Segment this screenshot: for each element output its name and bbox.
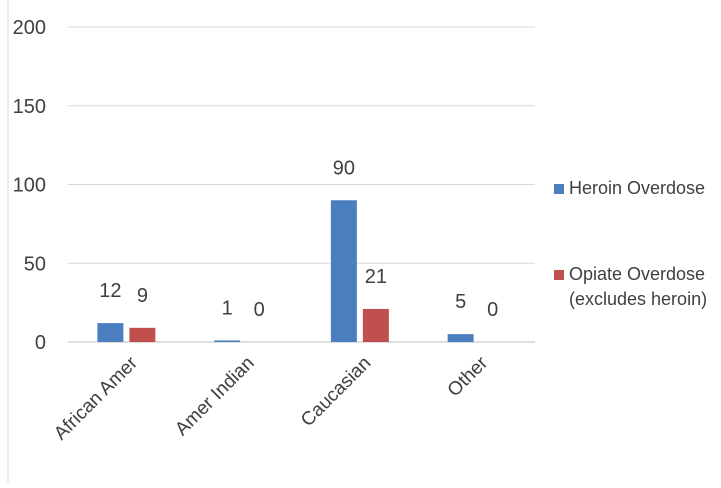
x-tick-label: Amer Indian	[171, 353, 258, 440]
data-label: 5	[455, 291, 466, 313]
legend-label: Heroin Overdose	[569, 178, 705, 198]
legend: Heroin Overdose Opiate Overdose (excludes …	[554, 178, 707, 309]
legend-item: Opiate Overdose (excludes heroin)	[554, 264, 707, 309]
data-label: 1	[222, 297, 233, 319]
x-axis: African Amer Amer Indian Caucasian Other	[50, 352, 492, 444]
y-tick-label: 150	[13, 96, 46, 118]
bar-heroin-caucasian	[330, 200, 357, 342]
data-label: 9	[137, 285, 148, 307]
y-tick-label: 200	[13, 17, 46, 39]
y-tick-label: 100	[13, 175, 46, 197]
data-label: 21	[365, 266, 387, 288]
bar-opiate-african-amer	[129, 327, 156, 342]
legend-item: Heroin Overdose	[554, 178, 705, 198]
data-label: 90	[333, 157, 355, 179]
y-axis: 0 50 100 150 200	[13, 17, 46, 354]
bar-opiate-caucasian	[362, 308, 389, 342]
y-tick-label: 50	[24, 253, 46, 275]
data-label: 0	[254, 299, 265, 321]
bar-heroin-other	[447, 334, 474, 342]
y-tick-label: 0	[35, 332, 46, 354]
bar-heroin-african-amer	[97, 323, 124, 342]
data-label: 0	[487, 299, 498, 321]
bars	[97, 200, 474, 342]
legend-swatch	[554, 184, 564, 194]
x-tick-label: Other	[444, 352, 493, 401]
legend-label: (excludes heroin)	[569, 289, 707, 309]
bar-heroin-amer-indian	[214, 340, 241, 342]
legend-swatch	[554, 270, 564, 280]
x-tick-label: Caucasian	[297, 353, 375, 431]
x-tick-label: African Amer	[50, 352, 142, 444]
data-label: 12	[99, 280, 121, 302]
legend-label: Opiate Overdose	[569, 264, 705, 284]
